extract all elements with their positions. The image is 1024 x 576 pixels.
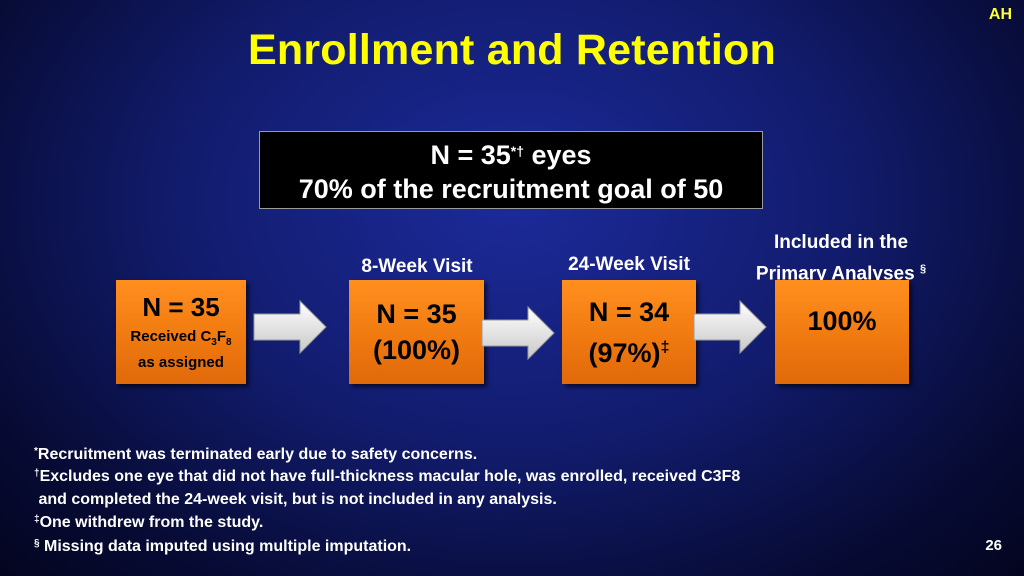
footnote-2-mark: † [34,468,40,479]
right-arrow-icon [693,299,767,355]
footnote-2: †Excludes one eye that did not have full… [34,468,740,486]
footnote-4-text: Missing data imputed using multiple impu… [39,538,412,555]
footnote-3-text: One withdrew from the study. [39,514,264,531]
week24-n: N = 34 [588,296,670,327]
week24-footnote-mark: ‡ [660,338,670,356]
footnote-4: § Missing data imputed using multiple im… [34,538,411,556]
week24-pct-line: (97%)‡ [589,330,670,371]
footnote-1-text: Recruitment was terminated early due to … [37,446,478,463]
summary-line-1: N = 35*† eyes [260,138,762,172]
week8-n: N = 35 [376,299,457,329]
week24-pct: (97%) [588,337,661,368]
label-24-week-visit: 24-Week Visit [568,254,690,275]
enrolled-n: N = 35 [142,291,220,322]
footnote-2-continued: and completed the 24-week visit, but is … [34,491,557,508]
footnote-1: *Recruitment was terminated early due to… [34,446,477,464]
box-primary-analyses: 100% [775,280,909,384]
primary-pct: 100% [807,306,877,336]
page-number: 26 [985,537,1002,554]
summary-line-2: 70% of the recruitment goal of 50 [298,174,724,204]
footnote-3-mark: ‡ [34,514,40,525]
corner-initials: AH [988,6,1012,23]
week8-pct: (100%) [372,335,461,365]
footnote-1-mark: * [34,446,38,457]
label-primary-line-2: Primary Analyses § [741,256,941,287]
label-primary-footnote-mark: § [919,263,927,275]
enrolled-f: F [216,327,227,345]
right-arrow-icon [253,299,327,355]
enrolled-sub-1: 3 [211,336,217,348]
enrolled-line-2: as assigned [138,353,224,371]
slide-title: Enrollment and Retention [248,26,776,74]
enrolled-line-1: Received C3F8 [130,327,231,353]
box-24-week: N = 34 (97%)‡ [562,280,696,384]
label-primary-text: Primary Analyses [755,263,915,285]
footnote-2-text: Excludes one eye that did not have full-… [39,468,741,485]
label-primary-line-1: Included in the [773,232,909,253]
footnote-4-mark: § [34,538,40,549]
summary-n: N = 35 [430,140,511,170]
right-arrow-icon [481,305,555,361]
box-enrolled: N = 35 Received C3F8 as assigned [116,280,246,384]
label-primary-analyses: Included in the Primary Analyses § [741,230,941,287]
summary-unit: eyes [523,140,592,170]
summary-footnote-marks: *† [510,143,524,159]
label-8-week-visit: 8-Week Visit [361,256,473,277]
summary-box: N = 35*† eyes 70% of the recruitment goa… [259,131,763,209]
box-8-week: N = 35 (100%) [349,280,484,384]
footnote-3: ‡One withdrew from the study. [34,514,263,532]
enrolled-received: Received C [130,327,212,345]
enrolled-sub-2: 8 [226,336,232,348]
